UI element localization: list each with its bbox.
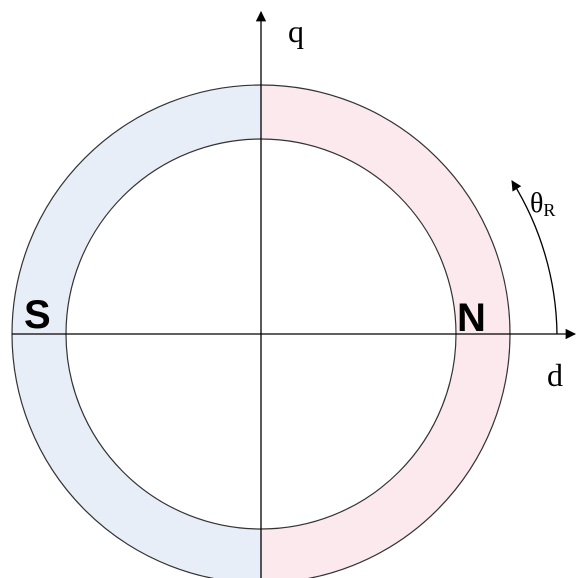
angle-symbol: θ	[530, 188, 543, 219]
d-label: d	[547, 357, 563, 393]
angle-label: θR	[530, 188, 555, 220]
angle-subscript: R	[543, 200, 555, 220]
angle-arrow	[511, 180, 558, 335]
south-pole-label: S	[24, 293, 51, 337]
north-pole-label: N	[457, 296, 486, 340]
north-half	[261, 85, 510, 578]
south-half	[12, 85, 261, 578]
q-label: q	[288, 13, 304, 49]
